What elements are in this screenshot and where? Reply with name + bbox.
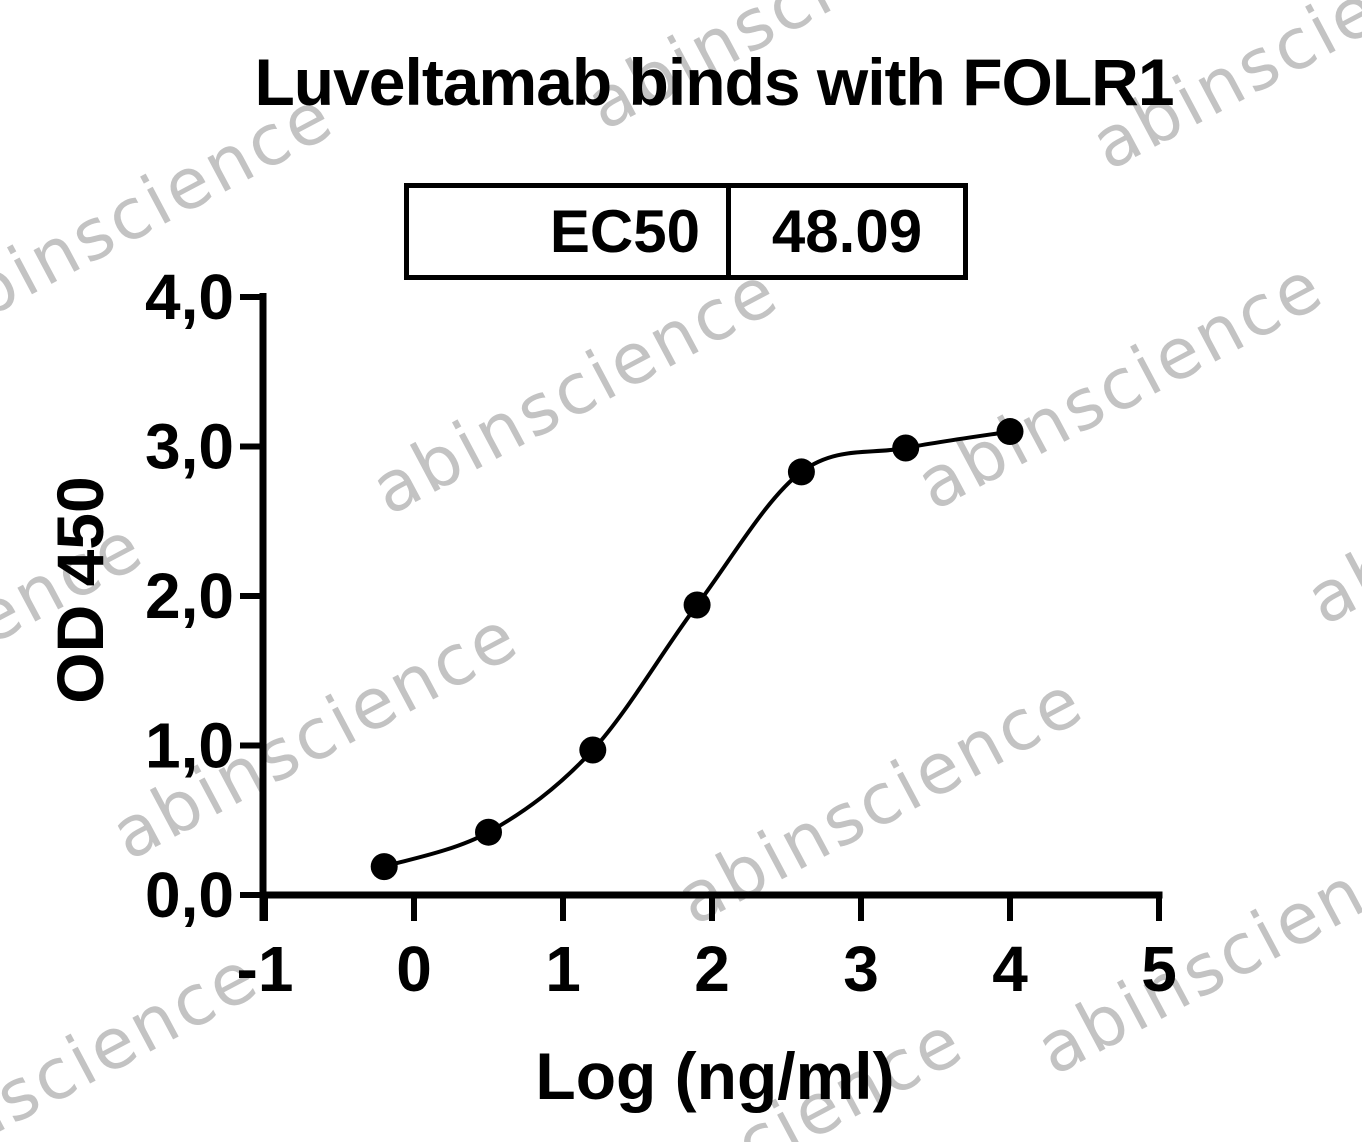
ec50-table: EC50 48.09 bbox=[404, 183, 968, 280]
y-tick-label: 3,0 bbox=[145, 411, 234, 483]
data-point-marker bbox=[996, 418, 1024, 446]
data-point-marker bbox=[787, 458, 815, 486]
x-tick-label: -1 bbox=[237, 933, 294, 1005]
x-tick-label: 1 bbox=[545, 933, 581, 1005]
data-point-marker bbox=[370, 853, 398, 881]
x-tick-label: 5 bbox=[1141, 933, 1177, 1005]
data-point-marker bbox=[475, 818, 502, 846]
fit-curve bbox=[383, 429, 1011, 869]
y-tick-label: 4,0 bbox=[145, 261, 234, 333]
ec50-value-cell: 48.09 bbox=[771, 198, 923, 265]
data-point-marker bbox=[892, 434, 920, 462]
y-tick-label: 2,0 bbox=[145, 560, 234, 632]
x-tick-label: 3 bbox=[843, 933, 879, 1005]
data-point-marker bbox=[683, 591, 711, 619]
y-tick-label: 0,0 bbox=[145, 859, 234, 931]
x-tick-label: 4 bbox=[992, 933, 1028, 1005]
x-axis-title: Log (ng/ml) bbox=[535, 1039, 895, 1113]
chart-title: Luveltamab binds with FOLR1 bbox=[254, 45, 1174, 119]
ec50-label-cell: EC50 bbox=[409, 188, 731, 275]
x-tick-label: 2 bbox=[694, 933, 730, 1005]
y-tick-label: 1,0 bbox=[145, 710, 234, 782]
x-tick-label: 0 bbox=[396, 933, 432, 1005]
data-point-marker bbox=[579, 736, 607, 764]
